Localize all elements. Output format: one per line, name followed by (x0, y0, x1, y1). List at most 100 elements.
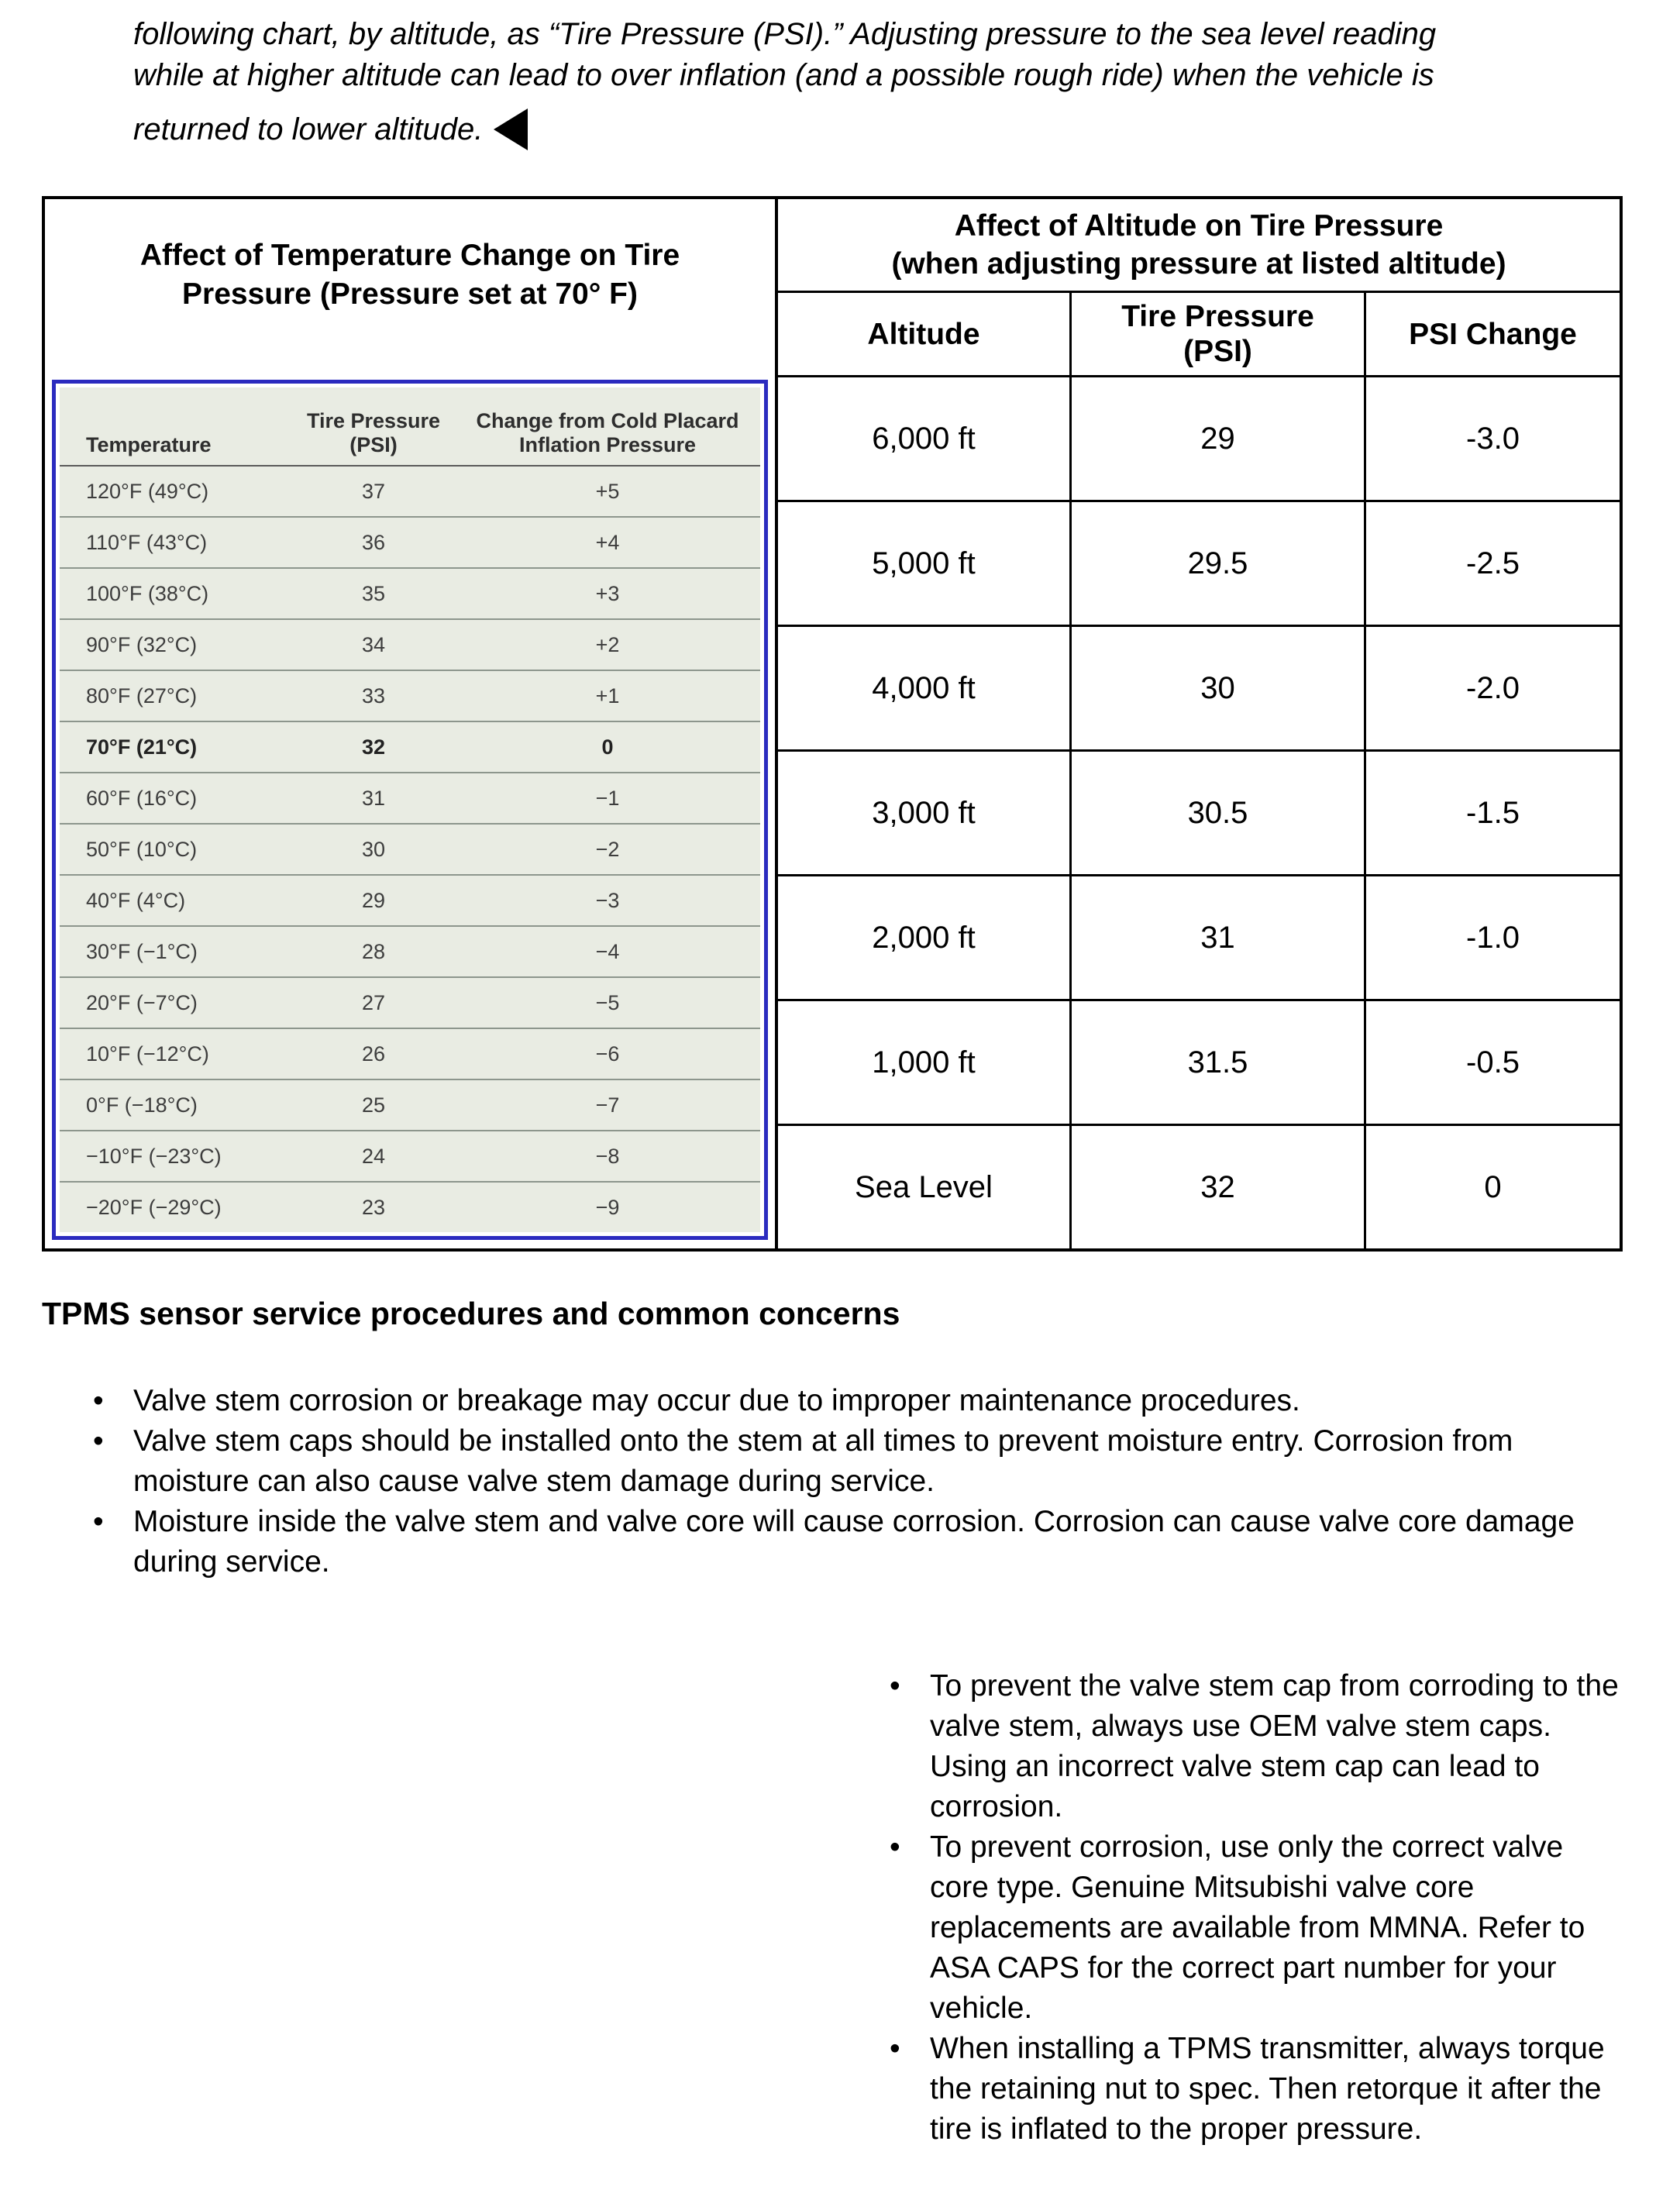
psi-value: 29 (1072, 377, 1366, 500)
change-value: −6 (595, 1042, 620, 1066)
temperature-table-cell: Affect of Temperature Change on Tire Pre… (45, 199, 778, 1248)
change-value: 0 (601, 735, 614, 759)
table-row: 80°F (27°C) 33 +1 (60, 671, 760, 722)
table-row: 3,000 ft 30.5 -1.5 (778, 752, 1620, 876)
change-value: +1 (595, 683, 620, 708)
pressure-tables: Affect of Temperature Change on Tire Pre… (42, 196, 1623, 1252)
bullet-icon (93, 1421, 133, 1502)
psi-value: 29 (361, 888, 386, 912)
altitude-table-title: Affect of Altitude on Tire Pressure (whe… (778, 199, 1620, 293)
altitude-value: Sea Level (778, 1126, 1072, 1248)
change-value: +3 (595, 581, 620, 605)
change-value: −3 (595, 888, 620, 912)
psi-value: 23 (361, 1195, 386, 1219)
psi-value: 33 (361, 683, 386, 708)
bullet-icon (890, 1666, 930, 1827)
temperature-value: 40°F (4°C) (86, 888, 186, 912)
altitude-title-line2: (when adjusting pressure at listed altit… (891, 247, 1506, 281)
change-header-line1: Change from Cold Placard (476, 409, 739, 432)
psi-value: 29.5 (1072, 502, 1366, 625)
tpms-section-heading: TPMS sensor service procedures and commo… (42, 1296, 900, 1331)
column-header-tire-pressure: Tire Pressure (PSI) (292, 409, 455, 465)
bullet-icon (890, 2029, 930, 2150)
altitude-value: 5,000 ft (778, 502, 1072, 625)
psi-value: 34 (361, 632, 386, 656)
altitude-table-header-row: Altitude Tire Pressure (PSI) PSI Change (778, 293, 1620, 377)
change-value: −1 (595, 786, 620, 810)
change-value: −7 (595, 1093, 620, 1117)
list-item: To prevent corrosion, use only the corre… (890, 1827, 1626, 2029)
psi-value: 36 (361, 530, 386, 554)
psi-change-value: -3.0 (1466, 421, 1520, 456)
table-row: 50°F (10°C) 30 −2 (60, 825, 760, 876)
temperature-chart-header-row: Temperature Tire Pressure (PSI) Change f… (60, 394, 760, 467)
altitude-value: 2,000 ft (778, 876, 1072, 999)
table-row: 0°F (−18°C) 25 −7 (60, 1080, 760, 1131)
change-value: +4 (595, 530, 620, 554)
column-header-altitude: Altitude (778, 293, 1072, 375)
bullet-text: To prevent corrosion, use only the corre… (930, 1830, 1585, 2025)
psi-value: 30.5 (1072, 752, 1366, 874)
psi-value: 28 (361, 939, 386, 963)
change-value: −5 (595, 990, 620, 1014)
table-row: 40°F (4°C) 29 −3 (60, 876, 760, 927)
altitude-value: 6,000 ft (778, 377, 1072, 500)
tpms-bullet-list: Valve stem corrosion or breakage may occ… (93, 1381, 1616, 1582)
tire-pressure-header-line2: (PSI) (349, 433, 398, 456)
temperature-chart: Temperature Tire Pressure (PSI) Change f… (52, 380, 768, 1240)
altitude-table-body: 6,000 ft 29 -3.0 5,000 ft 29.5 -2.5 4,00… (778, 377, 1620, 1248)
altitude-header-label: Altitude (867, 317, 980, 351)
list-item: To prevent the valve stem cap from corro… (890, 1666, 1626, 1827)
psi-value: 32 (1072, 1126, 1366, 1248)
list-item: Valve stem caps should be installed onto… (93, 1421, 1616, 1502)
change-value: −2 (595, 837, 620, 861)
table-row: 2,000 ft 31 -1.0 (778, 876, 1620, 1001)
table-row: −10°F (−23°C) 24 −8 (60, 1131, 760, 1183)
psi-change-value: -1.5 (1466, 795, 1520, 830)
bullet-text: When installing a TPMS transmitter, alwa… (930, 2032, 1605, 2146)
table-row: −20°F (−29°C) 23 −9 (60, 1183, 760, 1232)
psi-value: 24 (361, 1144, 386, 1168)
intro-paragraph: following chart, by altitude, as “Tire P… (133, 14, 1436, 150)
table-row: 100°F (38°C) 35 +3 (60, 569, 760, 620)
psi-change-value: 0 (1484, 1169, 1502, 1204)
temperature-value: 100°F (38°C) (86, 581, 209, 605)
psi-value: 25 (361, 1093, 386, 1117)
change-header-line2: Inflation Pressure (518, 433, 697, 456)
temperature-value: −20°F (−29°C) (86, 1195, 222, 1219)
psi-change-header-label: PSI Change (1409, 317, 1577, 351)
table-row: 20°F (−7°C) 27 −5 (60, 978, 760, 1029)
tpms-right-bullet-list: To prevent the valve stem cap from corro… (890, 1666, 1626, 2150)
psi-change-value: -2.0 (1466, 670, 1520, 705)
temperature-value: 10°F (−12°C) (86, 1042, 209, 1066)
temperature-value: −10°F (−23°C) (86, 1144, 222, 1168)
psi-change-value: -1.0 (1466, 920, 1520, 955)
psi-value: 35 (361, 581, 386, 605)
intro-line-1: following chart, by altitude, as “Tire P… (133, 17, 1437, 51)
tire-pressure-header-line1: Tire Pressure (306, 409, 441, 432)
psi-change-value: -0.5 (1466, 1045, 1520, 1079)
psi-value: 37 (361, 479, 386, 503)
temperature-value: 30°F (−1°C) (86, 939, 198, 963)
bullet-text: To prevent the valve stem cap from corro… (930, 1669, 1619, 1823)
psi-value: 31 (1072, 876, 1366, 999)
intro-line-2: while at higher altitude can lead to ove… (133, 58, 1434, 92)
change-value: +5 (595, 479, 620, 503)
bullet-icon (93, 1502, 133, 1582)
intro-line-3-text: returned to lower altitude. (133, 112, 484, 146)
psi-value: 26 (361, 1042, 386, 1066)
column-header-psi-change: PSI Change (1366, 293, 1620, 375)
list-item: Valve stem corrosion or breakage may occ… (93, 1381, 1616, 1421)
altitude-value: 1,000 ft (778, 1001, 1072, 1124)
table-row: 120°F (49°C) 37 +5 (60, 467, 760, 518)
psi-value: 32 (361, 735, 386, 759)
intro-line-3: returned to lower altitude. (133, 108, 1436, 150)
tire-pressure-psi-header-label: Tire Pressure (PSI) (1121, 300, 1314, 368)
psi-value: 31.5 (1072, 1001, 1366, 1124)
temperature-value: 90°F (32°C) (86, 632, 198, 656)
temperature-value: 50°F (10°C) (86, 837, 198, 861)
table-row-baseline-70f: 70°F (21°C) 32 0 (60, 722, 760, 773)
psi-value: 30 (361, 837, 386, 861)
bullet-icon (890, 1827, 930, 2029)
